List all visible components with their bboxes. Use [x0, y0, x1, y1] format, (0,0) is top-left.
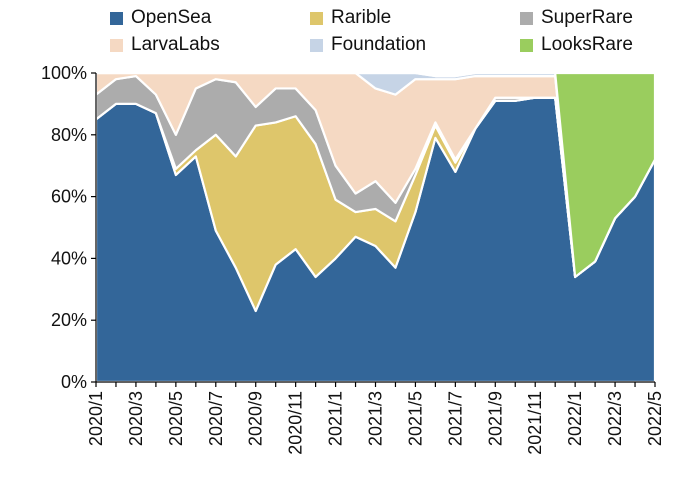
legend-item-foundation: Foundation — [310, 34, 426, 56]
legend-swatch-foundation — [310, 38, 323, 52]
area-looksrare — [94, 71, 657, 279]
legend-label-superrare: SuperRare — [541, 7, 633, 28]
x-tick-label: 2021/7 — [445, 391, 465, 446]
x-tick-label: 2021/5 — [405, 391, 425, 446]
y-tick-label: 60% — [51, 187, 87, 207]
legend-label-rarible: Rarible — [331, 7, 392, 28]
x-tick-label: 2020/3 — [126, 391, 146, 446]
x-tick-label: 2020/5 — [166, 391, 186, 446]
x-tick-label: 2021/1 — [326, 391, 346, 446]
legend-item-opensea: OpenSea — [110, 7, 211, 29]
legend-swatch-rarible — [310, 11, 323, 25]
y-tick-label: 20% — [51, 310, 87, 330]
legend: OpenSea Rarible SuperRare LarvaLabs Foun… — [0, 0, 700, 60]
x-tick-label: 2021/11 — [525, 391, 545, 455]
x-tick-label: 2021/9 — [485, 391, 505, 446]
legend-label-larvalabs: LarvaLabs — [131, 34, 220, 55]
y-tick-label: 0% — [61, 372, 87, 392]
legend-label-foundation: Foundation — [331, 34, 427, 55]
legend-label-opensea: OpenSea — [131, 7, 212, 28]
y-tick-label: 100% — [41, 63, 87, 83]
x-tick-label: 2022/5 — [645, 391, 665, 446]
x-tick-label: 2020/1 — [86, 391, 106, 446]
legend-swatch-larvalabs — [110, 38, 123, 52]
x-tick-label: 2020/11 — [286, 391, 306, 455]
legend-item-rarible: Rarible — [310, 7, 391, 29]
y-tick-label: 40% — [51, 248, 87, 268]
x-tick-label: 2022/3 — [605, 391, 625, 446]
legend-item-looksrare: LooksRare — [520, 34, 633, 56]
x-tick-label: 2022/1 — [565, 391, 585, 446]
y-tick-label: 80% — [51, 125, 87, 145]
axes-group: 0% 20% 40% 60% 80% 100% 2020/1 2020/3 2020/5 2020… — [41, 63, 665, 455]
legend-swatch-superrare — [520, 11, 533, 25]
x-tick-label: 2020/7 — [206, 391, 226, 446]
area-series-group — [94, 71, 657, 384]
x-tick-label: 2020/9 — [246, 391, 266, 446]
legend-item-larvalabs: LarvaLabs — [110, 34, 220, 56]
legend-swatch-opensea — [110, 11, 123, 25]
legend-swatch-looksrare — [520, 38, 533, 52]
legend-label-looksrare: LooksRare — [541, 34, 633, 55]
x-tick-label: 2021/3 — [366, 391, 386, 446]
legend-item-superrare: SuperRare — [520, 7, 633, 29]
